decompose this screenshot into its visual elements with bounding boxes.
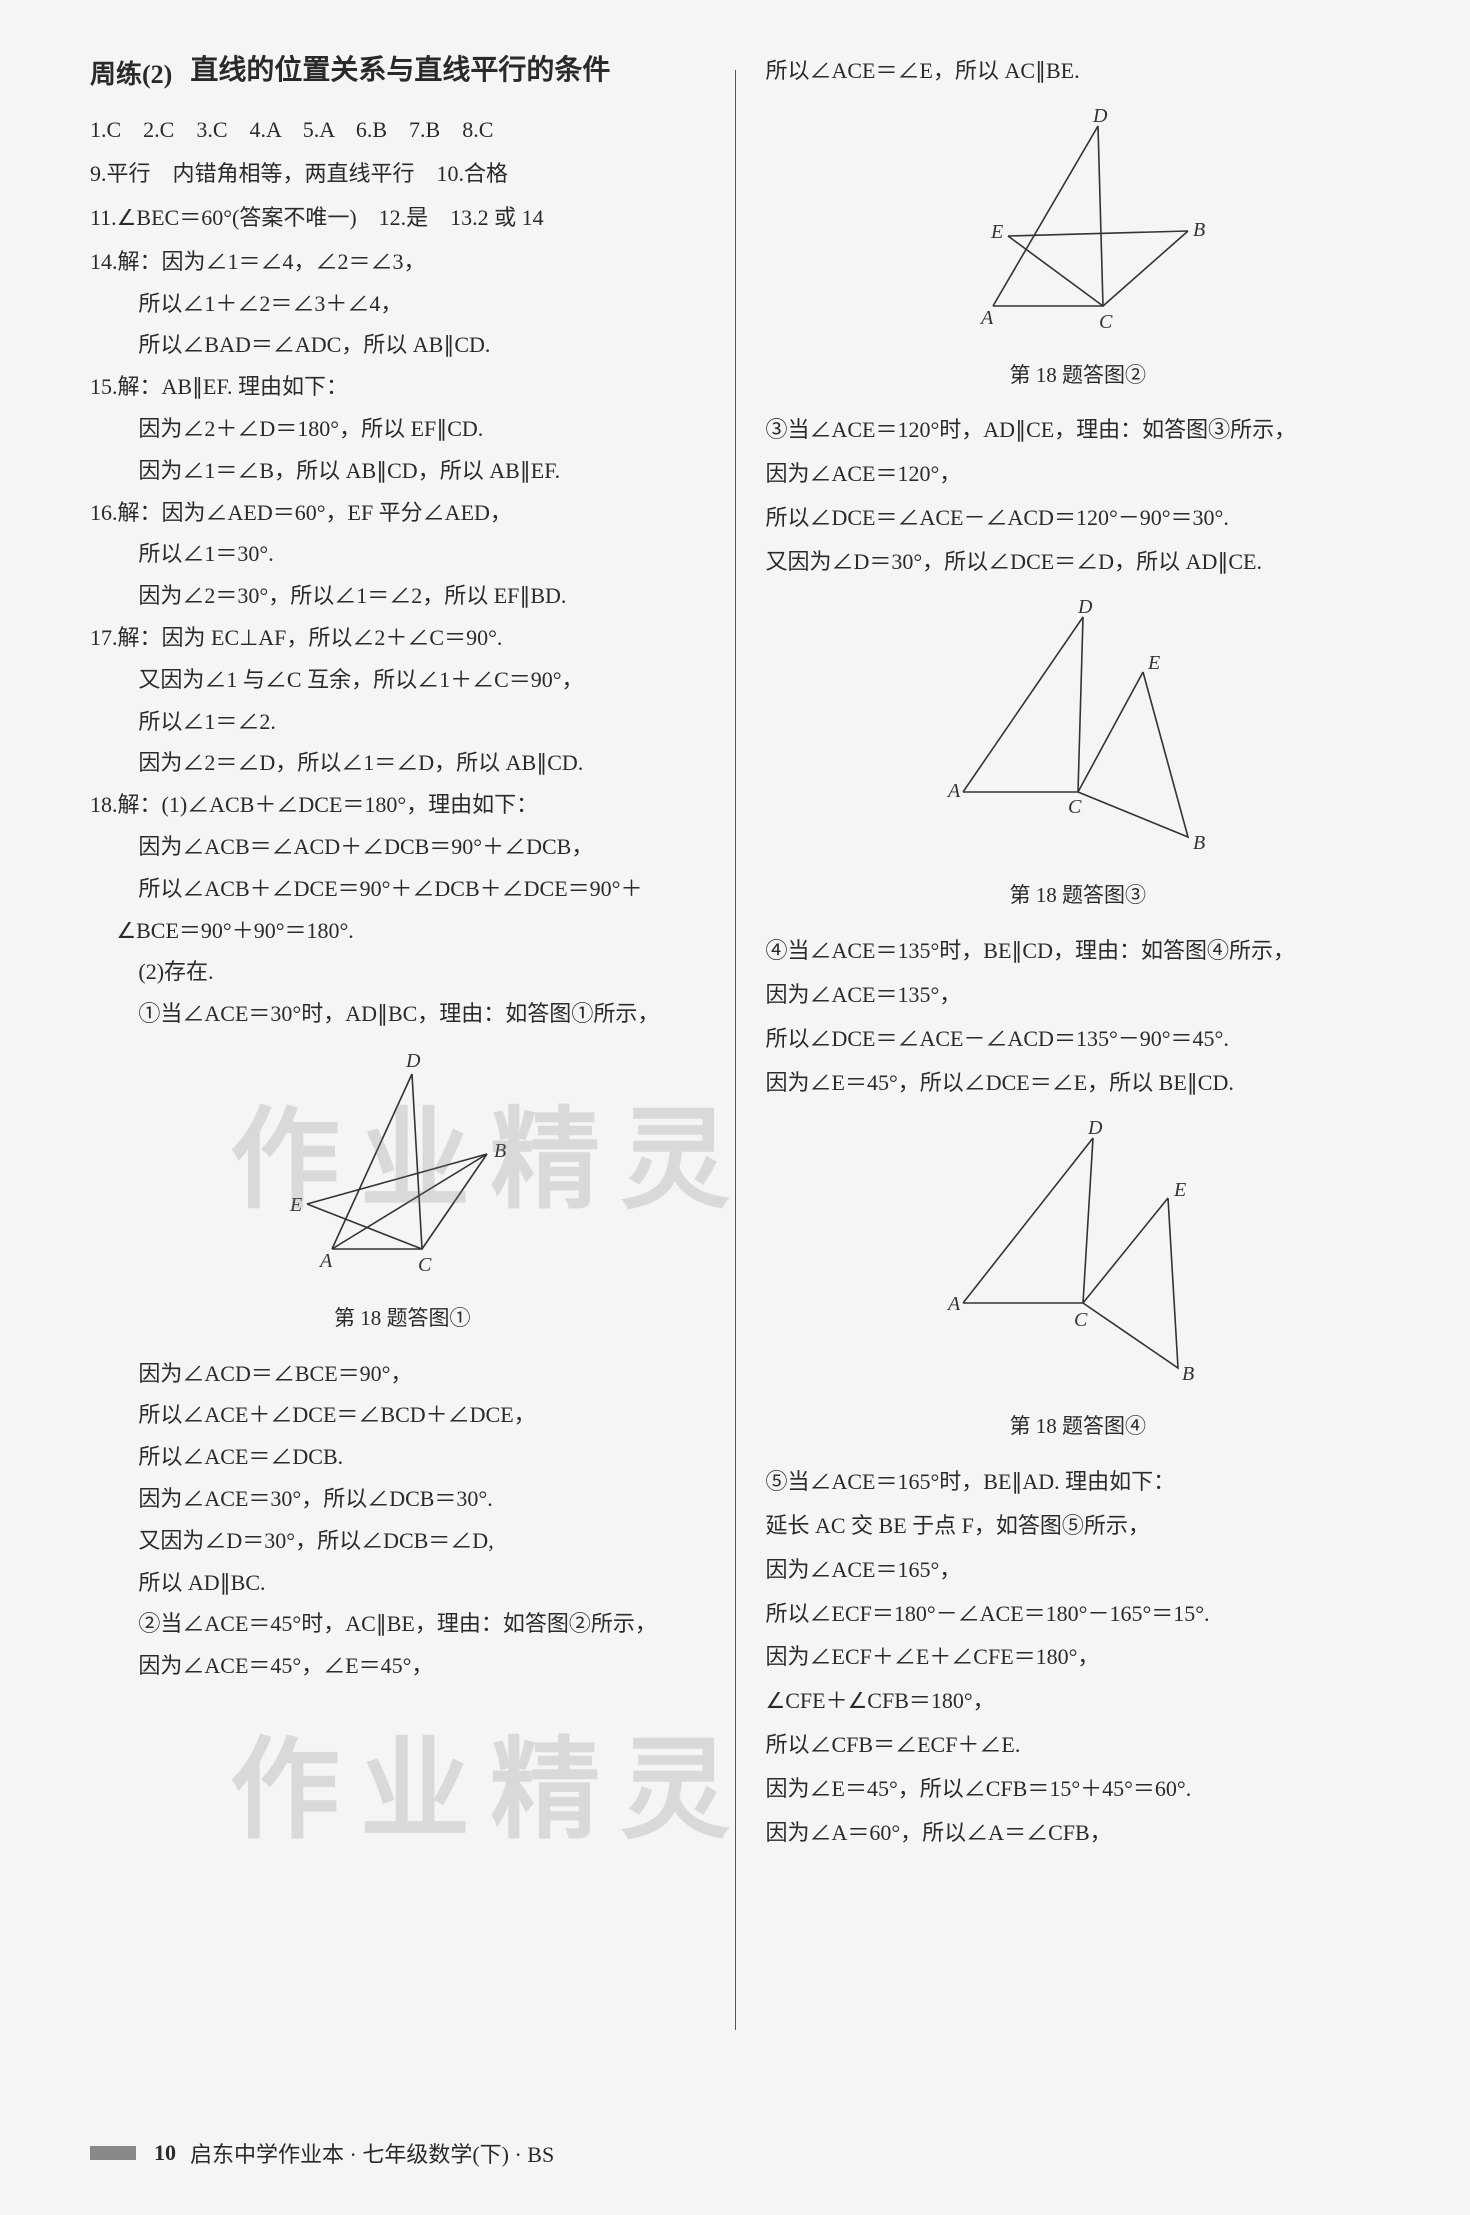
q15-head: 15.解：AB∥EF. 理由如下： [90, 366, 715, 408]
fig1-label-A: A [318, 1250, 333, 1272]
footer-text: 启东中学作业本 · 七年级数学(下) · BS [190, 2137, 554, 2169]
fig4-label-B: B [1182, 1363, 1194, 1385]
q18-l2: 所以∠ACB＋∠DCE＝90°＋∠DCB＋∠DCE＝90°＋ [90, 868, 715, 910]
c5g: 所以∠CFB＝∠ECF＋∠E. [766, 1724, 1391, 1766]
answers-11-13: 11.∠BEC＝60°(答案不唯一) 12.是 13.2 或 14 [90, 197, 715, 239]
q16-line1: 所以∠1＝30°. [90, 533, 715, 575]
right-column: 所以∠ACE＝∠E，所以 AC∥BE. A B C D E [736, 50, 1411, 2100]
q18-c2: ②当∠ACE＝45°时，AC∥BE，理由：如答图②所示， [90, 1603, 715, 1645]
c5c: 因为∠ACE＝165°， [766, 1549, 1391, 1591]
question-18: 18.解：(1)∠ACB＋∠DCE＝180°，理由如下： 因为∠ACB＝∠ACD… [90, 784, 715, 1687]
section-header: 周练(2) 直线的位置关系与直线平行的条件 [90, 50, 715, 99]
section-title: 直线的位置关系与直线平行的条件 [190, 50, 610, 92]
q18-c2b: 因为∠ACE＝45°，∠E＝45°， [90, 1645, 715, 1687]
q14-line2: 所以∠BAD＝∠ADC，所以 AB∥CD. [90, 324, 715, 366]
answers-1-8: 1.C 2.C 3.C 4.A 5.A 6.B 7.B 8.C [90, 109, 715, 151]
q18-a3: 所以∠ACE＝∠DCB. [90, 1436, 715, 1478]
q18-a2: 所以∠ACE＋∠DCE＝∠BCD＋∠DCE， [90, 1394, 715, 1436]
fig4-label-A: A [946, 1293, 961, 1315]
figure-2-svg: A B C D E [943, 106, 1213, 336]
page-footer: 10 启东中学作业本 · 七年级数学(下) · BS [90, 2137, 554, 2169]
figure-1-svg: A B C D E [272, 1049, 532, 1279]
fig2-label-C: C [1099, 311, 1113, 333]
figure-4-svg: A B C D E [928, 1118, 1228, 1388]
question-17: 17.解：因为 EC⊥AF，所以∠2＋∠C＝90°. 又因为∠1 与∠C 互余，… [90, 617, 715, 784]
c5f: ∠CFE＋∠CFB＝180°， [766, 1680, 1391, 1722]
q18-l3: ∠BCE＝90°＋90°＝180°. [90, 910, 715, 952]
page-number: 10 [154, 2140, 176, 2166]
question-16: 16.解：因为∠AED＝60°，EF 平分∠AED， 所以∠1＝30°. 因为∠… [90, 492, 715, 617]
fig3-label-A: A [946, 780, 961, 802]
fig2-label-A: A [979, 307, 994, 329]
c3b: 因为∠ACE＝120°， [766, 453, 1391, 495]
q17-line1: 又因为∠1 与∠C 互余，所以∠1＋∠C＝90°， [90, 659, 715, 701]
fig4-label-C: C [1074, 1309, 1088, 1331]
q14-head: 14.解：因为∠1＝∠4，∠2＝∠3， [90, 241, 715, 283]
figure-3-svg: A B C D E [928, 597, 1228, 857]
c5a: ⑤当∠ACE＝165°时，BE∥AD. 理由如下： [766, 1461, 1391, 1503]
c5d: 所以∠ECF＝180°－∠ACE＝180°－165°＝15°. [766, 1593, 1391, 1635]
question-15: 15.解：AB∥EF. 理由如下： 因为∠2＋∠D＝180°，所以 EF∥CD.… [90, 366, 715, 491]
figure-2: A B C D E [766, 106, 1391, 350]
q14-line1: 所以∠1＋∠2＝∠3＋∠4， [90, 283, 715, 325]
section-label: 周练(2) [90, 50, 172, 99]
q18-a5: 又因为∠D＝30°，所以∠DCB＝∠D, [90, 1520, 715, 1562]
q17-head: 17.解：因为 EC⊥AF，所以∠2＋∠C＝90°. [90, 617, 715, 659]
q17-line3: 因为∠2＝∠D，所以∠1＝∠D，所以 AB∥CD. [90, 742, 715, 784]
c5b: 延长 AC 交 BE 于点 F，如答图⑤所示， [766, 1505, 1391, 1547]
figure-2-caption: 第 18 题答图② [766, 356, 1391, 396]
figure-1: A B C D E [90, 1049, 715, 1293]
fig2-label-E: E [990, 221, 1003, 243]
c3a: ③当∠ACE＝120°时，AD∥CE，理由：如答图③所示， [766, 409, 1391, 451]
c4d: 因为∠E＝45°，所以∠DCE＝∠E，所以 BE∥CD. [766, 1062, 1391, 1104]
q18-a4: 因为∠ACE＝30°，所以∠DCB＝30°. [90, 1478, 715, 1520]
fig1-label-E: E [289, 1194, 302, 1216]
figure-3-caption: 第 18 题答图③ [766, 876, 1391, 916]
c3c: 所以∠DCE＝∠ACE－∠ACD＝120°－90°＝30°. [766, 497, 1391, 539]
q18-head: 18.解：(1)∠ACB＋∠DCE＝180°，理由如下： [90, 784, 715, 826]
footer-bar-icon [90, 2146, 136, 2160]
fig3-label-E: E [1147, 652, 1160, 674]
q18-l1: 因为∠ACB＝∠ACD＋∠DCB＝90°＋∠DCB， [90, 826, 715, 868]
c5e: 因为∠ECF＋∠E＋∠CFE＝180°， [766, 1636, 1391, 1678]
figure-1-caption: 第 18 题答图① [90, 1299, 715, 1339]
c5h: 因为∠E＝45°，所以∠CFB＝15°＋45°＝60°. [766, 1768, 1391, 1810]
q16-line2: 因为∠2＝30°，所以∠1＝∠2，所以 EF∥BD. [90, 575, 715, 617]
fig2-label-B: B [1193, 219, 1205, 241]
r0: 所以∠ACE＝∠E，所以 AC∥BE. [766, 50, 1391, 92]
fig4-label-E: E [1173, 1179, 1186, 1201]
figure-4-caption: 第 18 题答图④ [766, 1407, 1391, 1447]
c4b: 因为∠ACE＝135°， [766, 974, 1391, 1016]
answers-9-10: 9.平行 内错角相等，两直线平行 10.合格 [90, 153, 715, 195]
figure-4: A B C D E [766, 1118, 1391, 1402]
c4c: 所以∠DCE＝∠ACE－∠ACD＝135°－90°＝45°. [766, 1018, 1391, 1060]
c5i: 因为∠A＝60°，所以∠A＝∠CFB， [766, 1812, 1391, 1854]
question-14: 14.解：因为∠1＝∠4，∠2＝∠3， 所以∠1＋∠2＝∠3＋∠4， 所以∠BA… [90, 241, 715, 366]
fig3-label-C: C [1068, 796, 1082, 818]
fig4-label-D: D [1087, 1118, 1103, 1139]
q18-c1: ①当∠ACE＝30°时，AD∥BC，理由：如答图①所示， [90, 993, 715, 1035]
c4a: ④当∠ACE＝135°时，BE∥CD，理由：如答图④所示， [766, 930, 1391, 972]
figure-3: A B C D E [766, 597, 1391, 871]
q16-head: 16.解：因为∠AED＝60°，EF 平分∠AED， [90, 492, 715, 534]
fig3-label-B: B [1193, 832, 1205, 854]
q15-line2: 因为∠1＝∠B，所以 AB∥CD，所以 AB∥EF. [90, 450, 715, 492]
page-columns: 周练(2) 直线的位置关系与直线平行的条件 1.C 2.C 3.C 4.A 5.… [90, 50, 1410, 2100]
fig2-label-D: D [1092, 106, 1108, 127]
q18-p2: (2)存在. [90, 951, 715, 993]
fig1-label-C: C [418, 1254, 432, 1276]
left-column: 周练(2) 直线的位置关系与直线平行的条件 1.C 2.C 3.C 4.A 5.… [90, 50, 735, 2100]
fig1-label-B: B [494, 1140, 506, 1162]
q15-line1: 因为∠2＋∠D＝180°，所以 EF∥CD. [90, 408, 715, 450]
fig1-label-D: D [405, 1050, 421, 1072]
q18-a1: 因为∠ACD＝∠BCE＝90°， [90, 1353, 715, 1395]
fig3-label-D: D [1077, 597, 1093, 618]
q18-a6: 所以 AD∥BC. [90, 1562, 715, 1604]
c3d: 又因为∠D＝30°，所以∠DCE＝∠D，所以 AD∥CE. [766, 541, 1391, 583]
q17-line2: 所以∠1＝∠2. [90, 701, 715, 743]
